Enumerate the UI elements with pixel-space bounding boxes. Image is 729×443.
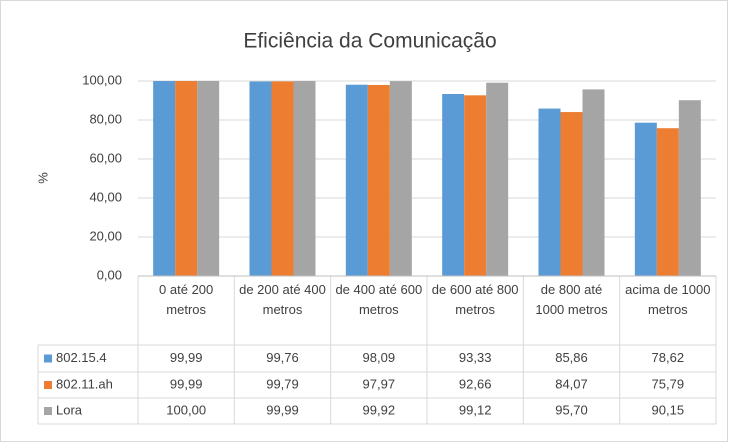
table-value: 85,86	[555, 350, 588, 365]
category-cell: acima de 1000 metros	[625, 282, 711, 317]
bar	[345, 84, 368, 276]
bar	[249, 81, 272, 276]
x-tick-label: de 400 até 600 metros	[335, 282, 423, 317]
legend-key	[44, 407, 52, 415]
bar	[464, 95, 487, 276]
table-value: 100,00	[166, 402, 206, 417]
y-axis-label: %	[35, 172, 50, 184]
bar	[197, 81, 220, 276]
legend-key	[44, 354, 52, 363]
bar	[367, 84, 390, 276]
bar	[293, 81, 316, 276]
bar	[656, 128, 679, 276]
bar	[442, 94, 465, 276]
bar	[389, 81, 412, 276]
legend-label: Lora	[56, 402, 83, 417]
y-tick-label: 100,00	[82, 72, 122, 87]
bar	[175, 81, 198, 276]
table-value: 99,99	[170, 350, 203, 365]
bar	[582, 89, 605, 276]
x-tick-label: de 600 até 800 metros	[431, 282, 519, 317]
bar	[153, 81, 176, 276]
table-value: 97,97	[363, 376, 396, 391]
table-value: 84,07	[555, 376, 588, 391]
chart-title: Eficiência da Comunicação	[243, 30, 496, 53]
table-value: 90,15	[652, 402, 685, 417]
table-value: 75,79	[652, 376, 685, 391]
table-value: 99,92	[363, 402, 396, 417]
table-value: 98,09	[363, 350, 396, 365]
table-value: 99,99	[266, 402, 299, 417]
legend-key	[44, 381, 52, 389]
table-value: 99,99	[170, 376, 203, 391]
bar	[538, 108, 561, 276]
y-tick-label: 20,00	[89, 228, 122, 243]
bar	[634, 122, 657, 276]
bar	[560, 112, 583, 276]
y-tick-label: 60,00	[89, 150, 122, 165]
y-tick-label: 40,00	[89, 189, 122, 204]
table-value: 78,62	[652, 350, 685, 365]
x-tick-label: de 200 até 400 metros	[239, 282, 326, 317]
table-value: 99,76	[266, 350, 299, 365]
legend-label: 802.15.4	[56, 350, 107, 365]
bar	[271, 81, 294, 276]
category-cell: de 600 até 800 metros	[431, 282, 519, 317]
bar	[678, 100, 701, 277]
category-cell: de 200 até 400 metros	[239, 282, 326, 317]
x-tick-label: 0 até 200 metros	[159, 282, 214, 317]
table-value: 99,79	[266, 376, 299, 391]
x-tick-label: acima de 1000 metros	[625, 282, 711, 317]
legend-label: 802.11.ah	[56, 376, 113, 391]
table-value: 95,70	[555, 402, 588, 417]
category-cell: de 400 até 600 metros	[335, 282, 423, 317]
table-value: 93,33	[459, 350, 492, 365]
table-value: 99,12	[459, 402, 492, 417]
bar	[486, 82, 509, 276]
category-cell: de 800 até 1000 metros	[535, 282, 608, 317]
y-tick-label: 0,00	[97, 267, 122, 282]
table-value: 92,66	[459, 376, 492, 391]
category-cell: 0 até 200 metros	[159, 282, 214, 317]
x-tick-label: de 800 até 1000 metros	[535, 282, 608, 317]
y-tick-label: 80,00	[89, 111, 122, 126]
